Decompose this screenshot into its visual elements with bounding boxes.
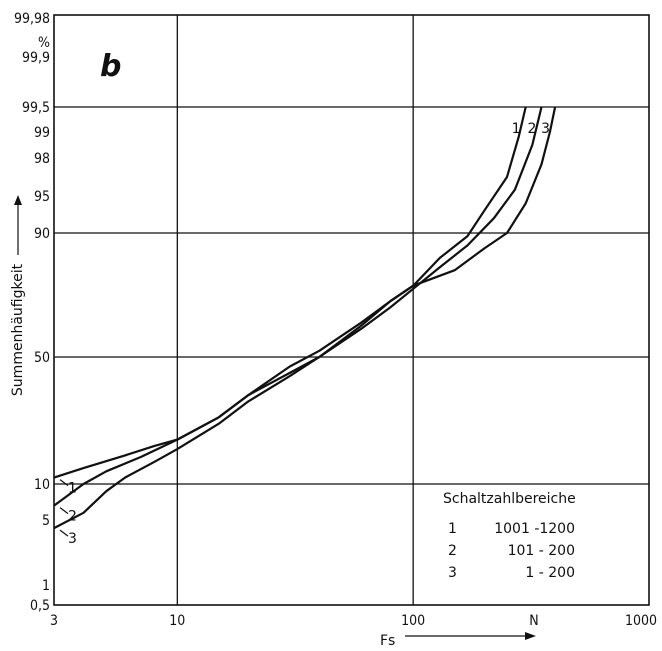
y-tick-label: 50 [34,350,50,366]
curve-tick-start-2 [59,507,69,515]
y-axis-arrow-head [14,195,22,205]
x-tick-label: 100 [401,613,425,629]
curve-tick-start-3 [59,529,69,537]
y-tick-labels: 0,5 1 5 10 50 90 95 98 99 99,5 99,9 99,98% [14,11,50,614]
y-tick-label: 99,9 [22,50,50,66]
x-axis-label: Fs [380,633,395,649]
curve-label-start-2: 2 [68,509,77,525]
y-tick-label: 98 [34,151,50,167]
y-tick-label: 99 [34,125,50,141]
y-tick-label: % [38,35,50,51]
grid [54,15,649,605]
panel-label: b [100,49,121,84]
x-tick-label: 1000 [625,613,657,629]
x-tick-labels: 3 10 100 N 1000 [50,613,657,629]
curve-label-end-2: 2 [527,121,536,137]
x-tick-label: N [529,613,538,629]
series-line-3 [53,106,557,530]
y-tick-label: 10 [34,477,50,493]
y-tick-label: 0,5 [30,598,50,614]
x-tick-label: 10 [169,613,185,629]
curve-label-start-1: 1 [68,481,77,497]
legend-entry-range: 1001 -1200 [494,521,575,537]
y-tick-label: 95 [34,189,50,205]
y-axis-title: Summenhäufigkeit [10,195,26,396]
y-tick-label: 99,98 [14,11,50,27]
legend-entry-range: 101 - 200 [508,543,575,559]
legend-entry-num: 1 [448,521,457,537]
plot-frame [53,14,650,606]
legend-entry-num: 2 [448,543,457,559]
y-tick-label: 90 [34,226,50,242]
y-tick-label: 5 [42,513,50,529]
legend: Schaltzahlbereiche 1 1001 -1200 2 101 - 200… [443,491,576,581]
legend-title: Schaltzahlbereiche [443,491,576,507]
series-line-1 [53,106,527,479]
y-tick-label: 99,5 [22,100,50,116]
x-axis-title: Fs [380,632,536,649]
legend-entry-num: 3 [448,565,457,581]
curve-label-start-3: 3 [68,531,77,547]
y-tick-label: 1 [42,578,50,594]
curve-label-end-3: 3 [541,121,550,137]
series-line-2 [53,106,543,507]
curve-label-end-1: 1 [512,121,521,137]
y-axis-label: Summenhäufigkeit [10,263,26,396]
legend-entry-range: 1 - 200 [525,565,575,581]
x-tick-label: 3 [50,613,58,629]
x-axis-arrow-head [525,632,536,640]
curves [53,106,557,530]
curve-tick-start-1 [59,479,69,487]
